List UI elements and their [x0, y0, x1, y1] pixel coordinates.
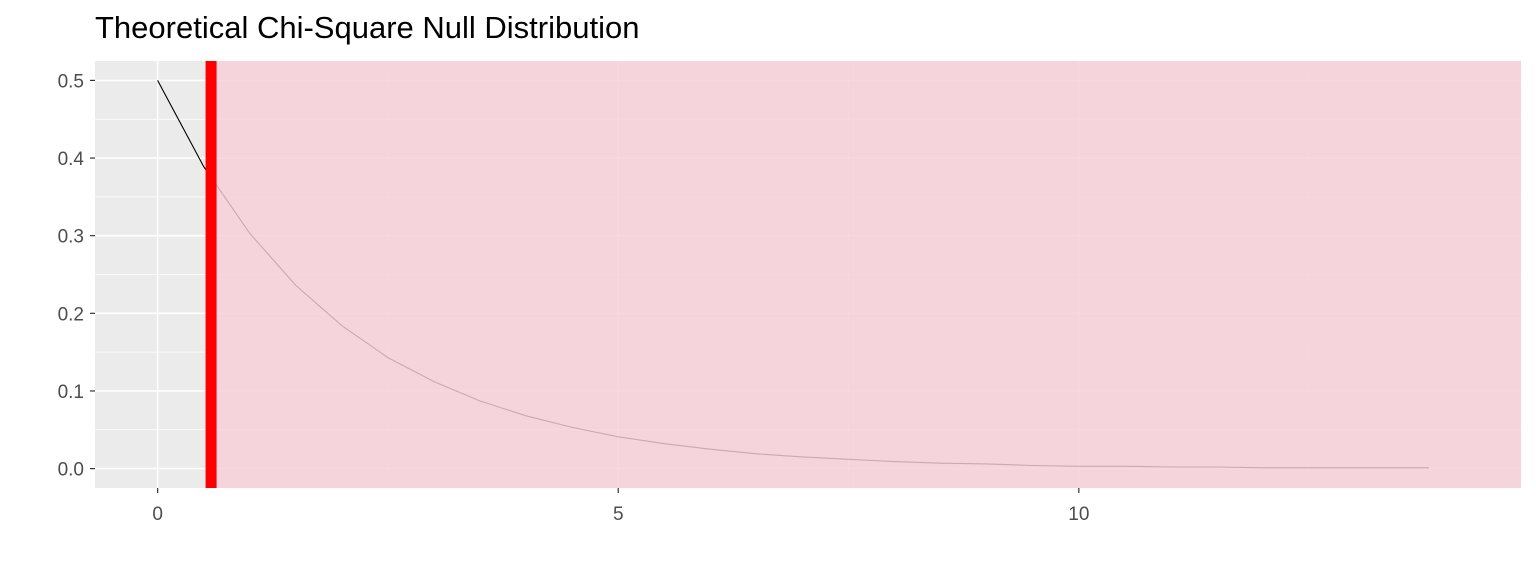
y-tick-label: 0.5	[58, 71, 84, 92]
y-tick-label: 0.1	[58, 382, 84, 403]
x-tick-label: 5	[613, 504, 624, 525]
y-tick-label: 0.3	[58, 227, 84, 248]
y-tick-label: 0.4	[58, 149, 85, 170]
x-tick-label: 0	[152, 504, 163, 525]
y-tick-label: 0.0	[58, 460, 84, 481]
chart-title: Theoretical Chi-Square Null Distribution	[95, 10, 640, 45]
shaded-region	[211, 61, 1521, 488]
y-tick-label: 0.2	[58, 304, 84, 325]
x-tick-label: 10	[1068, 504, 1089, 525]
